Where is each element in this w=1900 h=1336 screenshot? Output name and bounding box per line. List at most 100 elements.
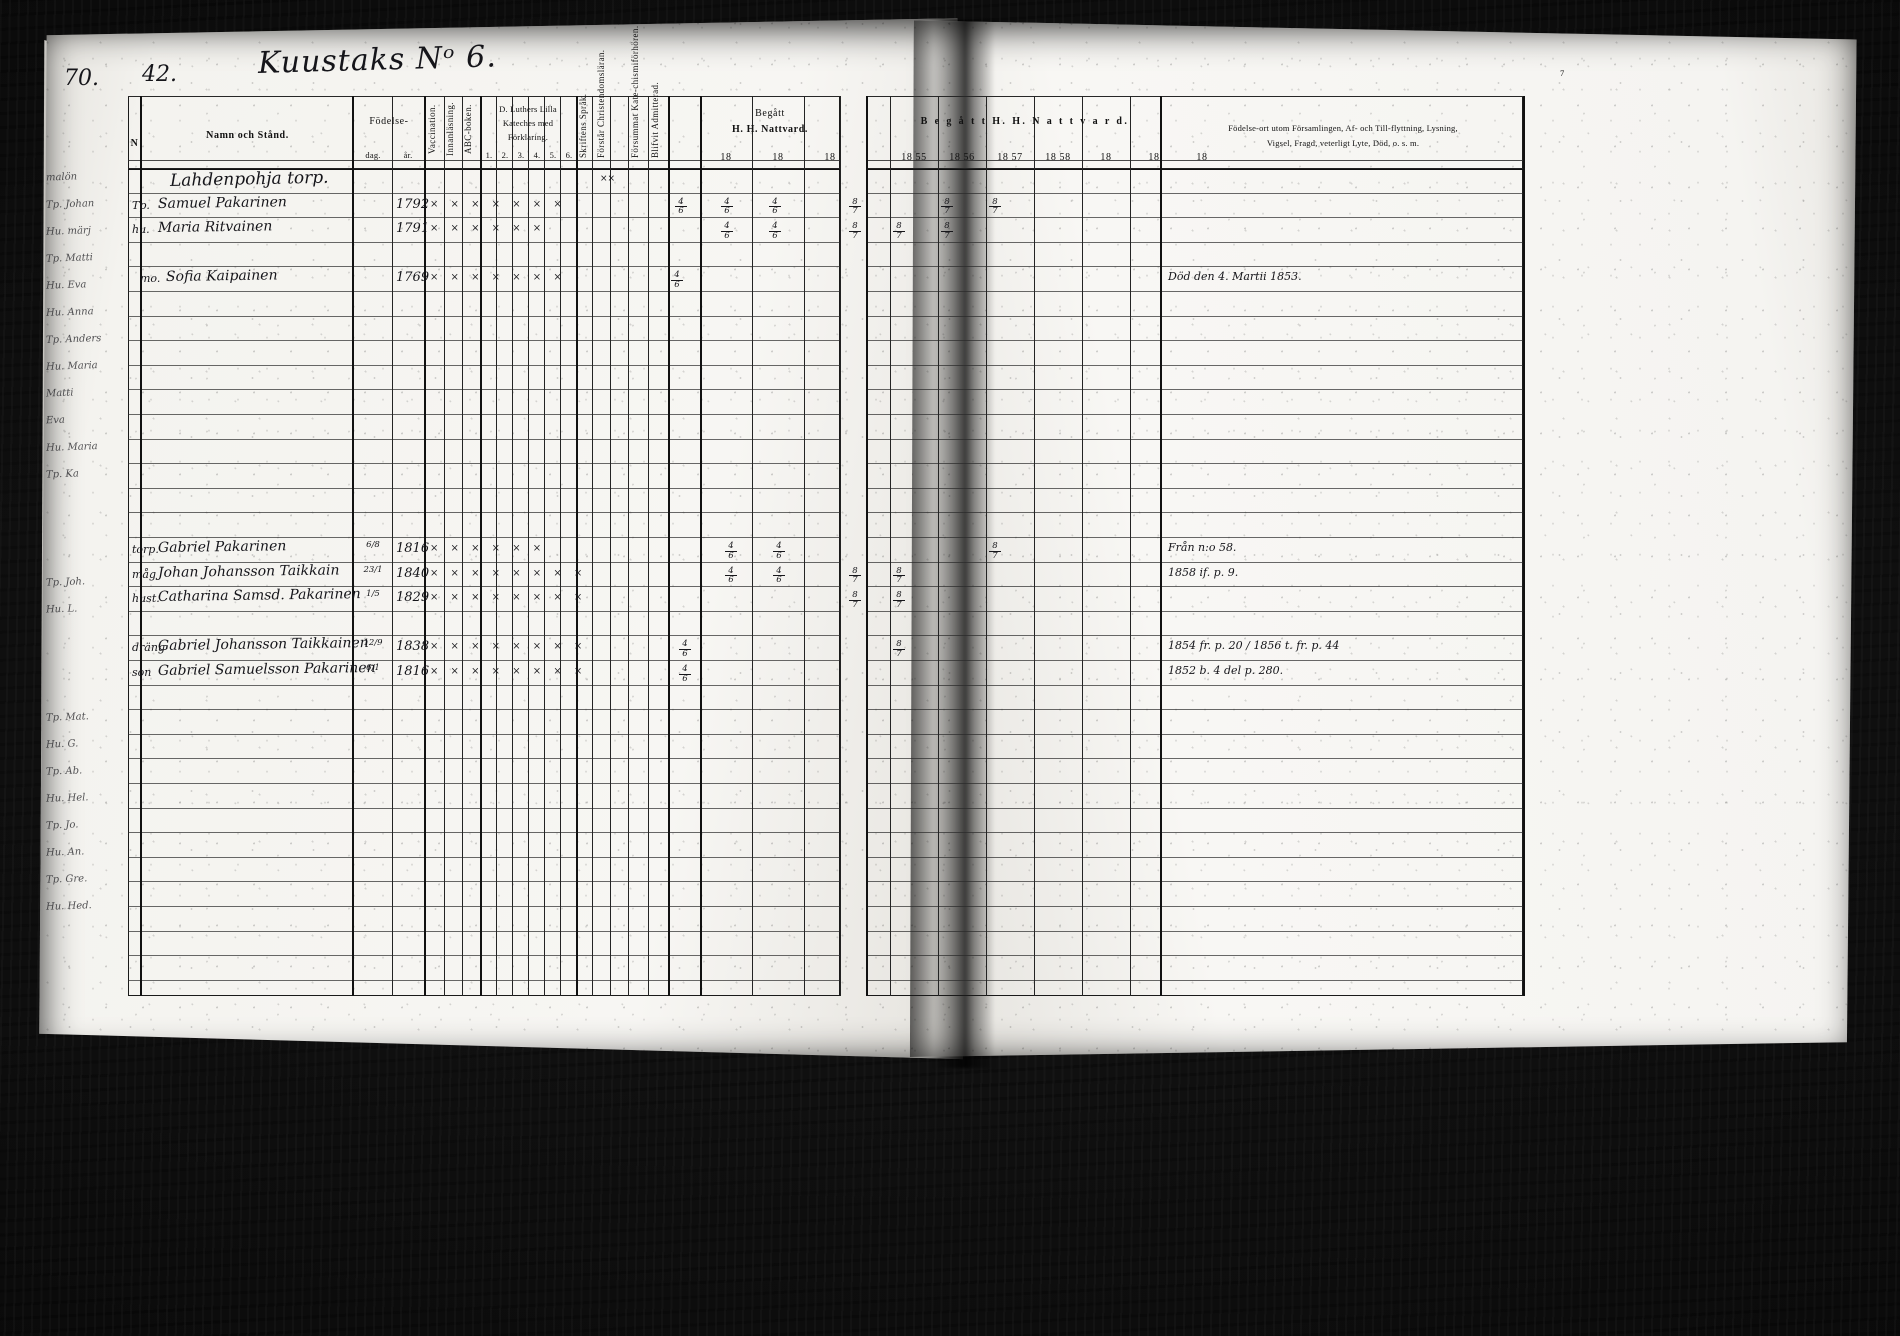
row-rule-left-5 [128, 291, 840, 292]
margin-note-7: Hu. Maria [45, 360, 98, 373]
row-rule-right-29 [866, 881, 1523, 883]
row-rule-left-14 [128, 512, 840, 514]
header-catechism-title: D. Luthers Lilla [499, 104, 557, 114]
entry-marks-5: × × × × × × × × [430, 567, 587, 579]
year-header-right-5: 18 [1148, 152, 1160, 163]
row-rule-right-4 [866, 266, 1523, 268]
page-number-left: 70. [64, 66, 99, 91]
row-rule-right-26 [866, 807, 1523, 809]
entry-name-3: Sofia Kaipainen [165, 267, 278, 286]
header-rule-right-1 [866, 160, 1523, 161]
row-rule-left-6 [128, 315, 840, 317]
vrule-left-19 [752, 96, 753, 996]
header-name-and-estate: Namn och Stånd. [206, 130, 289, 141]
header-birthplace-2: Vigsel, Fragd, veterligt Lyte, Död, o. s… [1266, 138, 1420, 148]
header-communion-right: B e g å t t H. H. N a t t v a r d. [920, 116, 1130, 127]
row-rule-left-28 [128, 856, 840, 858]
entry-birth-day-6: 1/5 [366, 589, 380, 600]
margin-note-5: Hu. Anna [45, 306, 94, 319]
row-rule-left-7 [128, 340, 840, 342]
year-header-left-1: 18 [772, 152, 784, 163]
row-rule-left-22 [128, 709, 840, 711]
row-rule-right-24 [866, 758, 1523, 760]
margin-note-22: Tp. Ab. [45, 765, 83, 778]
row-rule-right-10 [866, 414, 1523, 415]
vrule-left-0 [140, 96, 142, 996]
entry-marks-1: × × × × × × × [430, 198, 567, 210]
year-header-left-2: 18 [824, 152, 836, 163]
vrule-left-21 [840, 96, 841, 996]
row-rule-right-30 [866, 906, 1523, 907]
row-rule-left-11 [128, 438, 840, 440]
row-rule-right-20 [866, 660, 1523, 661]
vrule-left-12 [576, 96, 578, 996]
row-rule-right-9 [866, 389, 1523, 391]
row-rule-right-1 [866, 192, 1523, 194]
header-catechism-col-4: 4. [533, 150, 541, 160]
row-rule-left-27 [128, 832, 840, 834]
entry-birth-year-1: 1792 [396, 196, 430, 212]
entry-prefix-4: torp. [132, 543, 159, 556]
margin-note-6: Tp. Anders [45, 333, 102, 346]
vrule-left-14 [610, 96, 611, 996]
header-birthplace-1: Födelse-ort utom Församlingen, Af- och T… [1228, 123, 1458, 133]
title-handwritten: Kuustaks Nᵒ 6. [257, 39, 498, 81]
header-vaccination: Vaccination. [427, 104, 437, 154]
margin-note-15: Tp. Joh. [45, 576, 86, 589]
vrule-right-5 [1082, 96, 1083, 996]
year-header-right-0: 18 55 [901, 152, 927, 163]
margin-note-11: Tp. Ka [45, 468, 80, 481]
row-rule-left-9 [128, 389, 840, 391]
year-header-right-3: 18 58 [1045, 152, 1071, 163]
row-rule-right-6 [866, 315, 1523, 317]
row-rule-left-31 [128, 930, 840, 932]
margin-note-10: Hu. Maria [45, 441, 98, 454]
entry-notes-8: 1852 b. 4 del p. 280. [1168, 664, 1284, 677]
margin-note-9: Eva [45, 414, 66, 427]
header-blifvit-admitterad: Blifvit Admitterad. [650, 81, 660, 158]
row-rule-right-22 [866, 709, 1523, 711]
header-catechism-col-6: 6. [565, 150, 573, 160]
row-rule-left-16 [128, 561, 840, 563]
header-communion-left-1: Begått [755, 108, 785, 119]
row-rule-right-0 [866, 168, 1523, 169]
year-header-left-0: 18 [720, 152, 732, 163]
margin-note-0: malön [45, 171, 78, 184]
entry-birth-day-7: 12/9 [363, 638, 383, 649]
row-rule-left-23 [128, 733, 840, 735]
margin-note-2: Hu. märj [45, 225, 92, 238]
vrule-left-13 [592, 96, 593, 996]
header-skriftens-sprak: Skriftens Språk. [578, 93, 588, 158]
entry-name-6: Catharina Samsd. Pakarinen [157, 586, 361, 606]
entry-notes-5: 1858 if. p. 9. [1168, 565, 1239, 579]
entry-prefix-7: dräng [132, 641, 165, 655]
row-rule-left-15 [128, 537, 840, 538]
vrule-left-16 [648, 96, 649, 996]
row-rule-right-7 [866, 340, 1523, 342]
page-number-right: 42. [142, 62, 177, 87]
entry-marks-4: × × × × × × [430, 543, 546, 554]
year-header-right-2: 18 57 [997, 152, 1023, 163]
header-number-col: N [130, 138, 139, 149]
header-catechism-col-3: 3. [517, 150, 525, 160]
vrule-left-20 [804, 96, 805, 996]
row-rule-left-10 [128, 414, 840, 415]
entry-prefix-5: måg [132, 567, 157, 581]
entry-prefix-2: hu. [132, 223, 150, 237]
vrule-left-18 [700, 96, 702, 996]
header-communion-left-2: H. H. Nattvard. [732, 124, 808, 135]
entry-name-2: Maria Ritvainen [157, 218, 273, 237]
